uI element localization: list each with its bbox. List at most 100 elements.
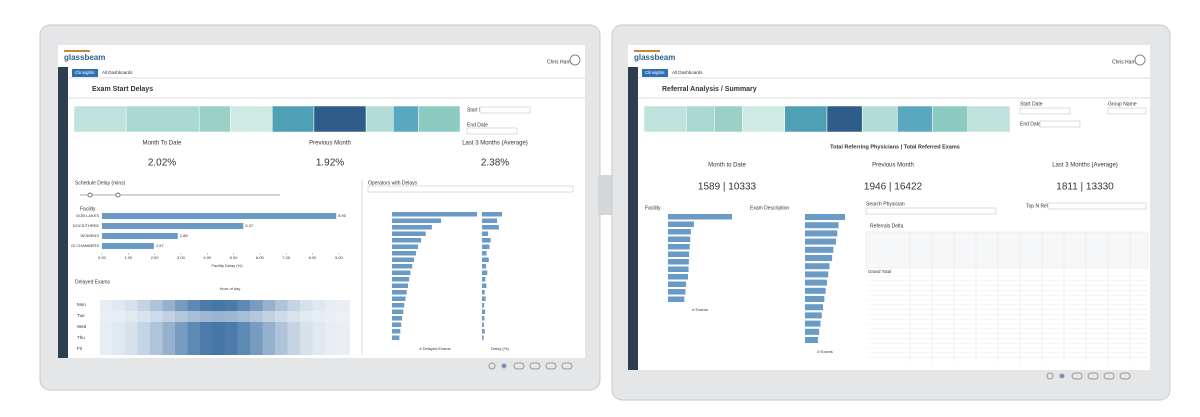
heatmap-cell: [287, 333, 300, 344]
bar: [392, 244, 419, 249]
bar: [805, 230, 838, 237]
heatmap-cell: [150, 311, 163, 322]
heatmap-cell: [162, 322, 175, 333]
bar: [482, 244, 490, 249]
bar: [392, 212, 477, 217]
bar: [668, 266, 689, 272]
bar: [668, 274, 689, 280]
search-label: Search Physician: [866, 201, 905, 207]
bar: [805, 312, 822, 319]
bar: [392, 296, 406, 301]
row-label: Fri: [77, 346, 82, 351]
input-box[interactable]: [1019, 107, 1071, 115]
panel-title: Exam Description: [750, 205, 789, 211]
bar: [482, 303, 485, 308]
bar: [482, 218, 498, 223]
kpi-label: Previous Month: [872, 163, 914, 169]
heatmap-cell: [100, 344, 113, 355]
heatmap-cell: [250, 311, 263, 322]
dashboard-title: Referral Analysis / Summary: [662, 86, 757, 93]
tab-active[interactable]: [72, 69, 98, 77]
treemap-cell: [967, 105, 1011, 133]
heatmap-cell: [275, 311, 288, 322]
input-box[interactable]: [1039, 120, 1081, 128]
heatmap-cell: [100, 333, 113, 344]
heatmap-cell: [200, 322, 213, 333]
heatmap-cell: [312, 344, 325, 355]
bar: [392, 309, 404, 314]
user-name: Chris Hamer: [547, 59, 575, 65]
heatmap-cell: [162, 311, 175, 322]
treemap-cell: [685, 105, 715, 133]
x-tick-label: 6.00: [256, 255, 265, 260]
slider-handle[interactable]: [115, 192, 121, 198]
end-date-label: End Date: [467, 122, 488, 128]
kpi-value: 2.38%: [481, 158, 509, 169]
heatmap-cell: [100, 311, 113, 322]
heatmap-cell: [225, 300, 238, 311]
treemap-cell: [365, 105, 394, 133]
x-tick-label: 2.00: [151, 255, 160, 260]
input-box[interactable]: [1047, 202, 1147, 210]
bar: [668, 221, 694, 227]
tab-active[interactable]: [642, 69, 668, 77]
row-label: Wed: [77, 324, 87, 329]
bar: [805, 287, 826, 294]
heatmap-cell: [337, 300, 350, 311]
kpi-label: Month To Date: [143, 141, 183, 147]
heatmap-cell: [325, 311, 338, 322]
tab[interactable]: Clinsights: [645, 70, 665, 75]
input-box[interactable]: [479, 106, 531, 114]
bar: [482, 283, 487, 288]
slider-handle[interactable]: [87, 192, 93, 198]
input-box[interactable]: [1107, 107, 1147, 115]
x-tick-label: 3.00: [177, 255, 186, 260]
bar: [102, 223, 244, 229]
heatmap-cell: [262, 300, 275, 311]
heatmap-cell: [312, 311, 325, 322]
heatmap-cell: [287, 344, 300, 355]
tab[interactable]: All Dashboards: [102, 70, 133, 75]
logo-swoosh: [64, 50, 90, 52]
heatmap-cell: [312, 333, 325, 344]
user-icon: [1134, 54, 1146, 66]
bar: [668, 236, 691, 242]
bar: [668, 214, 732, 220]
bar: [805, 222, 839, 229]
axis-title: Facility Delay (%): [211, 263, 243, 268]
heatmap-cell: [237, 300, 250, 311]
bar: [392, 322, 402, 327]
heatmap-cell: [225, 344, 238, 355]
kpi-label: Month to Date: [708, 163, 746, 169]
input-box[interactable]: [865, 207, 997, 215]
heatmap-cell: [137, 344, 150, 355]
treemap-cell: [897, 105, 933, 133]
x-tick-label: 5.00: [230, 255, 239, 260]
tab[interactable]: All Dashboards: [672, 70, 703, 75]
heatmap-cell: [250, 322, 263, 333]
left-screen: [58, 45, 585, 358]
heatmap-cell: [150, 322, 163, 333]
row-label: Mon: [77, 302, 86, 307]
treemap-cell: [198, 105, 231, 133]
bar: [392, 277, 410, 282]
bar: [482, 264, 487, 269]
input-box[interactable]: [367, 185, 574, 193]
tab[interactable]: Clinsights: [75, 70, 95, 75]
heatmap-cell: [337, 322, 350, 333]
sidebar: [628, 67, 638, 370]
heatmap-cell: [225, 333, 238, 344]
heatmap-cell: [300, 333, 313, 344]
category-label: GI CHAMBERS: [71, 243, 99, 248]
treemap-cell: [784, 105, 828, 133]
bar: [482, 329, 485, 334]
input-box[interactable]: [466, 127, 518, 135]
heatmap-cell: [275, 344, 288, 355]
heatmap-cell: [162, 333, 175, 344]
heatmap-cell: [250, 344, 263, 355]
heatmap-cell: [162, 300, 175, 311]
category-label: WOMENS: [81, 233, 100, 238]
value-label: 2.88: [180, 233, 189, 238]
dashboard-title: Exam Start Delays: [92, 86, 153, 93]
